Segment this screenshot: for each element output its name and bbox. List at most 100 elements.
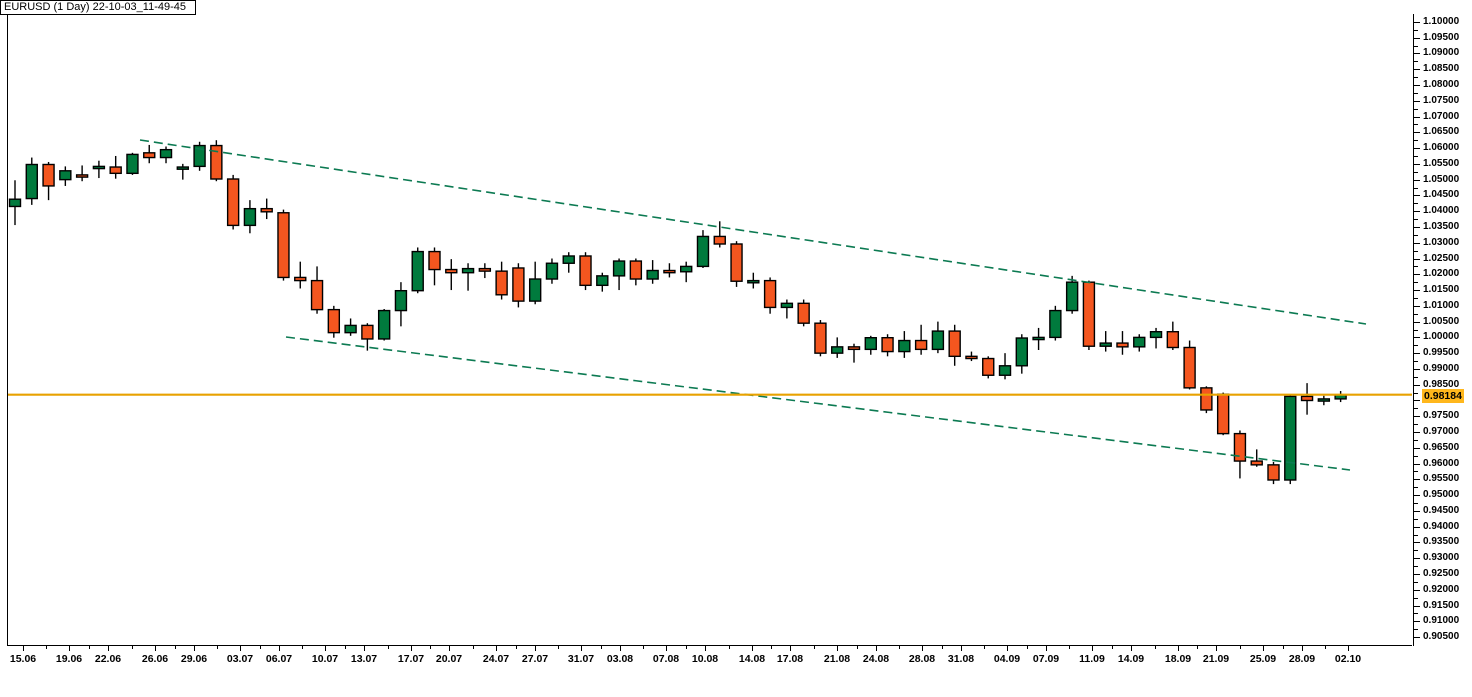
price-axis-label: 1.01500 — [1423, 284, 1460, 296]
candle-body — [394, 289, 408, 312]
price-axis-tick — [1414, 163, 1420, 165]
time-axis-label: 03.08 — [606, 653, 634, 665]
time-axis-tick — [1178, 646, 1179, 651]
time-axis-minor-tick — [259, 646, 261, 649]
time-axis-minor-tick — [88, 646, 90, 649]
candlestick — [495, 261, 508, 300]
chart-title-bar: EURUSD (1 Day) 22-10-03_11-49-45 — [0, 0, 196, 15]
candle-body — [310, 279, 324, 311]
price-axis-tick — [1414, 100, 1420, 102]
candle-body — [596, 275, 609, 287]
candle-body — [1300, 395, 1314, 402]
price-axis-minor-tick — [1414, 503, 1418, 505]
time-axis-minor-tick — [174, 646, 176, 649]
candle-body — [75, 174, 89, 178]
candlestick — [1149, 327, 1163, 349]
price-axis-tick — [1414, 542, 1420, 544]
candle-body — [646, 269, 659, 280]
price-axis-tick — [1414, 21, 1420, 23]
candle-body — [797, 302, 810, 324]
price-axis-label: 0.91500 — [1423, 599, 1460, 611]
time-axis-label: 06.07 — [265, 653, 293, 665]
time-axis-minor-tick — [600, 646, 602, 649]
candlestick — [780, 299, 794, 319]
upper-trendline[interactable] — [139, 139, 1367, 325]
price-axis-tick — [1414, 226, 1420, 228]
time-axis-minor-tick — [813, 646, 815, 649]
time-axis-label: 07.08 — [652, 653, 680, 665]
time-axis-label: 10.07 — [311, 653, 339, 665]
candlestick — [8, 180, 22, 226]
price-axis-tick — [1414, 558, 1420, 560]
time-axis-tick — [1263, 646, 1264, 651]
candlestick — [512, 263, 525, 308]
candlestick — [445, 259, 458, 291]
candlestick — [629, 258, 643, 286]
candle-body — [109, 166, 122, 175]
price-axis-minor-tick — [1414, 629, 1418, 631]
candle-body — [143, 152, 156, 159]
price-axis-minor-tick — [1414, 140, 1418, 142]
candlestick — [1065, 275, 1079, 314]
candlestick — [545, 258, 559, 284]
candlestick — [1200, 386, 1213, 414]
candle-body — [847, 346, 861, 351]
candle-body — [948, 330, 961, 358]
candle-body — [495, 270, 508, 296]
lower-trendline[interactable] — [285, 336, 1351, 471]
candle-body — [612, 260, 626, 277]
price-axis-label: 1.03000 — [1423, 236, 1460, 248]
time-axis-minor-tick — [984, 646, 985, 649]
price-axis-minor-tick — [1414, 534, 1418, 536]
time-axis-tick — [1131, 646, 1132, 651]
candlestick — [1133, 334, 1146, 352]
time-axis-label: 15.06 — [9, 653, 37, 665]
time-axis-minor-tick — [1282, 646, 1284, 649]
candle-body — [8, 198, 22, 208]
price-axis-label: 0.96500 — [1423, 441, 1460, 453]
price-axis-label: 0.98500 — [1423, 378, 1460, 390]
candlestick — [1317, 395, 1331, 406]
candle-body — [159, 148, 173, 159]
candle-body — [193, 144, 206, 168]
candle-body — [277, 212, 290, 279]
time-axis-tick — [194, 646, 195, 651]
candle-body — [696, 235, 710, 268]
candlestick — [797, 299, 810, 327]
price-axis-minor-tick — [1414, 471, 1418, 473]
price-axis-tick — [1414, 447, 1420, 449]
time-axis-label: 14.08 — [738, 653, 766, 665]
time-axis-tick — [69, 646, 70, 651]
price-axis-label: 0.99000 — [1423, 362, 1460, 374]
time-axis[interactable]: 15.06 19.06 22.06 26.06 29.06 03.07 06.07 10.07… — [7, 646, 1413, 696]
time-axis-tick — [922, 646, 923, 651]
price-axis-minor-tick — [1414, 487, 1418, 489]
price-axis-label: 0.93000 — [1423, 552, 1460, 564]
candle-body — [965, 355, 978, 360]
candlestick — [747, 272, 760, 289]
candlestick — [579, 252, 592, 291]
price-axis-minor-tick — [1414, 361, 1418, 363]
price-axis-minor-tick — [1414, 155, 1418, 157]
current-price-badge[interactable]: 0.98184 — [1422, 388, 1464, 403]
candlestick — [1166, 321, 1180, 351]
candle-body — [1200, 387, 1213, 411]
candlestick — [814, 320, 827, 357]
candlestick-plot-area[interactable] — [8, 14, 1412, 645]
time-axis-minor-tick — [558, 646, 559, 649]
candlestick — [528, 261, 542, 305]
time-axis-label: 13.07 — [350, 653, 378, 665]
price-axis[interactable]: 1.10000 1.09500 1.09000 1.08500 1.08000 1.075… — [1413, 14, 1472, 646]
time-axis-label: 03.07 — [226, 653, 254, 665]
plot-frame — [7, 14, 1412, 646]
candlestick — [327, 305, 341, 338]
candle-body — [377, 309, 391, 340]
price-axis-tick — [1414, 574, 1420, 575]
candle-body — [294, 276, 307, 282]
candle-body — [25, 163, 38, 200]
price-axis-minor-tick — [1414, 550, 1418, 552]
candle-body — [545, 262, 559, 280]
price-axis-label: 1.05500 — [1423, 157, 1460, 169]
candlestick — [1032, 327, 1045, 351]
